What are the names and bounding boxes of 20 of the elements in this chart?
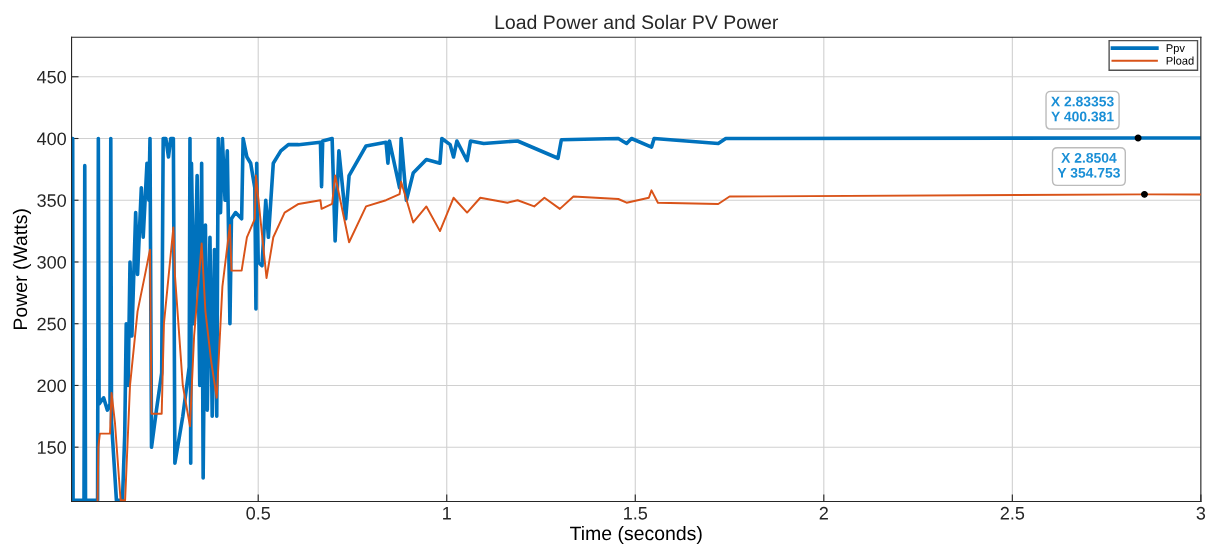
x-tick-label: 3 bbox=[1196, 506, 1206, 520]
annotation: X 2.8504 Y 354.753 bbox=[1057, 152, 1120, 178]
y-tick-label: 200 bbox=[37, 379, 66, 393]
x-tick-label: 1.5 bbox=[624, 507, 648, 520]
legend-label: Ppv bbox=[1166, 44, 1185, 55]
y-tick-label: 250 bbox=[37, 317, 66, 331]
y-tick-label: 150 bbox=[37, 441, 66, 454]
y-tick-label: 300 bbox=[37, 255, 66, 269]
x-tick-label: 1 bbox=[443, 507, 451, 520]
y-tick-label: 350 bbox=[37, 194, 66, 207]
x-tick-label: 0.5 bbox=[246, 506, 271, 520]
annotation: X 2.83353 Y 400.381 bbox=[1051, 96, 1114, 122]
x-tick-label: 2.5 bbox=[1000, 506, 1025, 520]
chart-title: Load Power and Solar PV Power bbox=[495, 14, 779, 30]
x-axis-title: Time (seconds) bbox=[570, 525, 702, 545]
legend-label: Pload bbox=[1166, 56, 1194, 65]
y-axis-title: Power (Watts) bbox=[12, 209, 32, 329]
y-tick-label: 400 bbox=[37, 132, 66, 146]
x-tick-label: 2 bbox=[819, 506, 828, 520]
y-tick-label: 450 bbox=[37, 70, 66, 84]
